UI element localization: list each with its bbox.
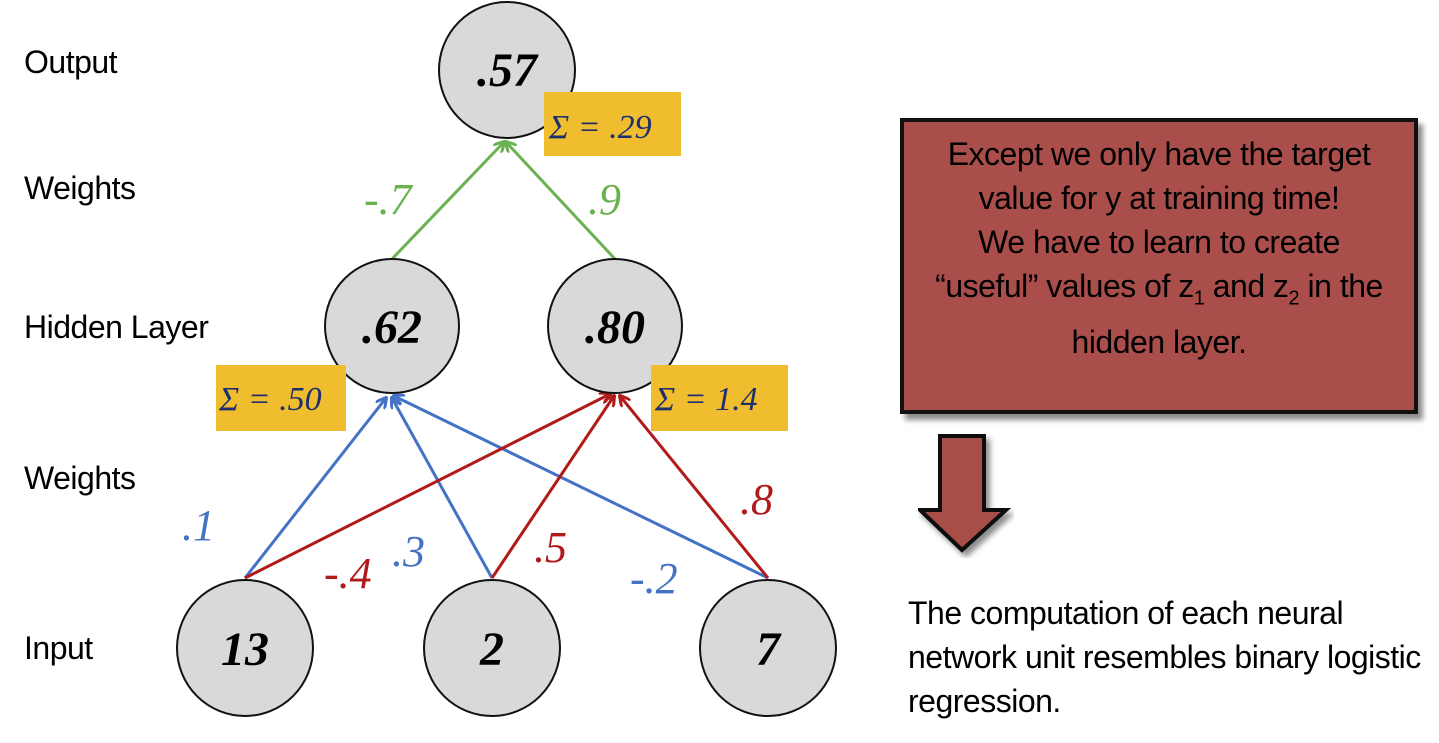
weight-x3-h1: -.2 bbox=[630, 554, 678, 603]
input-node-3-value: 7 bbox=[756, 623, 782, 676]
sum-hidden-2-text: Σ = 1.4 bbox=[654, 381, 758, 418]
edge-h2-output bbox=[506, 142, 617, 261]
input-node-2 bbox=[423, 579, 561, 717]
weight-x2-h1: .3 bbox=[392, 527, 425, 576]
callout-line-2-part-1: We have to learn to create “useful” valu… bbox=[935, 224, 1340, 304]
sum-hidden-1-text: Σ = .50 bbox=[218, 381, 322, 418]
weight-x1-h2: -.4 bbox=[324, 549, 372, 598]
sum-box-hidden-1 bbox=[216, 365, 346, 431]
input-node-3 bbox=[699, 579, 837, 717]
edge-x2-h1 bbox=[392, 398, 494, 579]
callout-line-2-part-3: in the hidden layer. bbox=[1071, 268, 1384, 361]
edge-x2-h2 bbox=[490, 396, 614, 579]
callout-subscript-2: 2 bbox=[1288, 287, 1300, 310]
weight-x3-h2: .8 bbox=[740, 475, 773, 524]
output-node bbox=[438, 1, 576, 139]
callout-subscript-1: 1 bbox=[1193, 287, 1205, 310]
hidden-node-2-value: .80 bbox=[585, 301, 645, 354]
weight-x2-h2: .5 bbox=[534, 523, 567, 572]
callout-line-2: We have to learn to create “useful” valu… bbox=[928, 220, 1390, 364]
hidden-node-2 bbox=[547, 258, 683, 394]
weight-h1-output: -.7 bbox=[364, 175, 414, 224]
hidden-node-1-value: .62 bbox=[362, 301, 422, 354]
edge-h1-output bbox=[390, 142, 504, 261]
callout-line-2-part-2: and z bbox=[1204, 268, 1289, 304]
label-hidden-layer: Hidden Layer bbox=[24, 309, 209, 345]
note-text: The computation of each neural network u… bbox=[908, 595, 1421, 719]
sum-box-hidden-2 bbox=[651, 365, 788, 431]
edge-x1-h2 bbox=[244, 394, 610, 580]
edge-x1-h1 bbox=[243, 398, 386, 579]
label-output: Output bbox=[24, 44, 118, 80]
input-node-1-value: 13 bbox=[221, 623, 269, 676]
label-weights-bottom: Weights bbox=[24, 460, 136, 496]
down-arrow-icon bbox=[918, 434, 1012, 553]
label-input: Input bbox=[24, 630, 93, 666]
input-node-2-value: 2 bbox=[479, 623, 504, 676]
input-node-1 bbox=[176, 579, 314, 717]
output-node-value: .57 bbox=[477, 44, 539, 97]
label-weights-top: Weights bbox=[24, 170, 136, 206]
sum-output-text: Σ = .29 bbox=[548, 109, 652, 146]
callout-line-1: Except we only have the target value for… bbox=[947, 136, 1371, 216]
weight-x1-h1: .1 bbox=[182, 501, 215, 550]
neural-network-diagram: .57 .62 .80 13 2 7 Σ = .29 Σ = .50 Σ = 1… bbox=[176, 1, 837, 717]
hidden-node-1 bbox=[324, 258, 460, 394]
sum-box-output bbox=[544, 92, 681, 156]
edge-x3-h2 bbox=[620, 396, 770, 579]
weight-h2-output: .9 bbox=[588, 175, 621, 224]
callout-box: Except we only have the target value for… bbox=[900, 118, 1418, 414]
edge-x3-h1 bbox=[394, 396, 769, 580]
